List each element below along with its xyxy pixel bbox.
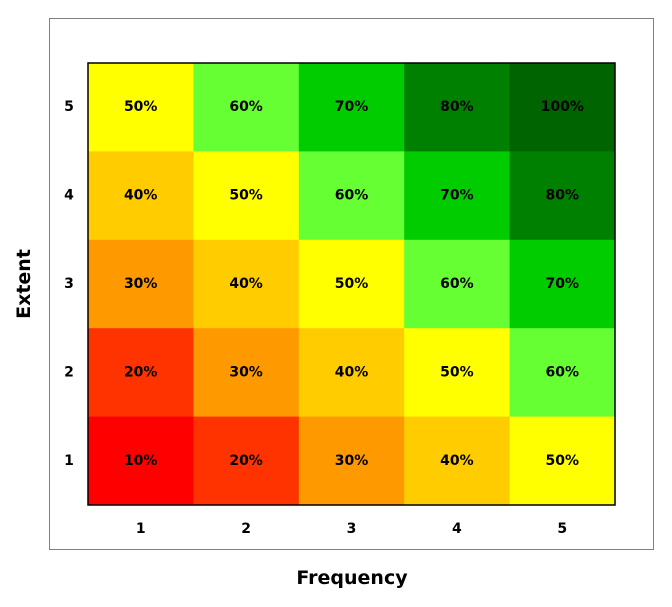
cell-value-label-2-1: 20% [229,453,263,469]
cell-value-label-2-4: 50% [229,188,263,204]
cell-value-label-5-2: 60% [546,364,580,380]
cell-value-label-1-3: 30% [124,276,158,292]
cell-value-label-4-1: 40% [440,453,474,469]
heatmap-cell-2-3 [193,239,300,329]
y-tick-label-3: 3 [64,276,74,292]
heatmap-cell-1-1 [88,416,194,506]
heatmap-cell-2-4 [193,151,300,241]
cell-value-label-4-3: 60% [440,276,474,292]
x-tick-label-3: 3 [347,521,357,537]
cell-value-label-1-1: 10% [124,453,158,469]
x-tick-label-2: 2 [241,521,251,537]
heatmap-cell-5-5 [509,63,616,152]
heatmap-cells [88,63,616,506]
heatmap-cell-5-3 [509,239,616,329]
cell-value-label-4-4: 70% [440,188,474,204]
heatmap-cell-4-1 [404,416,511,506]
heatmap-cell-labels: 50% 60% 70% 80% 100% 40% 50% 60% 70% 80% 30% 40% 50%… [124,99,584,469]
y-tick-label-1: 1 [64,453,74,469]
cell-value-label-1-2: 20% [124,364,158,380]
heatmap-cell-3-5 [298,63,405,152]
plot-border [87,62,616,506]
cell-value-label-3-1: 30% [335,453,369,469]
y-tick-label-5: 5 [64,99,74,115]
cell-value-label-2-5: 60% [229,99,263,115]
heatmap-cell-5-1 [509,416,616,506]
cell-value-label-5-3: 70% [546,276,580,292]
heatmap-cell-1-4 [88,151,194,241]
heatmap-cell-3-1 [298,416,405,506]
cell-value-label-1-4: 40% [124,188,158,204]
cell-value-label-4-2: 50% [440,364,474,380]
heatmap-cell-4-4 [404,151,511,241]
heatmap-cell-5-2 [509,328,616,418]
x-tick-label-4: 4 [452,521,462,537]
cell-value-label-3-4: 60% [335,188,369,204]
heatmap-cell-4-5 [404,63,511,152]
cell-value-label-5-5: 100% [541,99,584,115]
x-tick-label-5: 5 [557,521,567,537]
x-axis-title: Frequency [296,567,408,589]
heatmap-cell-2-5 [193,63,300,152]
cell-value-label-1-5: 50% [124,99,158,115]
cell-value-label-3-5: 70% [335,99,369,115]
cell-value-label-3-3: 50% [335,276,369,292]
heatmap-cell-3-2 [298,328,405,418]
y-axis-title: Extent [13,249,35,319]
heatmap-cell-2-2 [193,328,300,418]
x-axis-ticks: 1 2 3 4 5 [136,521,567,537]
heatmap-cell-1-5 [88,63,194,152]
cell-value-label-2-2: 30% [229,364,263,380]
y-tick-label-2: 2 [64,364,74,380]
heatmap-cell-2-1 [193,416,300,506]
y-tick-label-4: 4 [64,188,74,204]
cell-value-label-5-4: 80% [546,188,580,204]
heatmap-cell-4-3 [404,239,511,329]
heatmap-cell-1-3 [88,239,194,329]
cell-value-label-3-2: 40% [335,364,369,380]
cell-value-label-4-5: 80% [440,99,474,115]
cell-value-label-2-3: 40% [229,276,263,292]
y-axis-ticks: 1 2 3 4 5 [64,99,74,469]
cell-value-label-5-1: 50% [546,453,580,469]
heatmap-cell-3-3 [298,239,405,329]
heatmap-cell-4-2 [404,328,511,418]
heatmap-cell-5-4 [509,151,616,241]
heatmap-cell-1-2 [88,328,194,418]
heatmap-cell-3-4 [298,151,405,241]
x-tick-label-1: 1 [136,521,146,537]
